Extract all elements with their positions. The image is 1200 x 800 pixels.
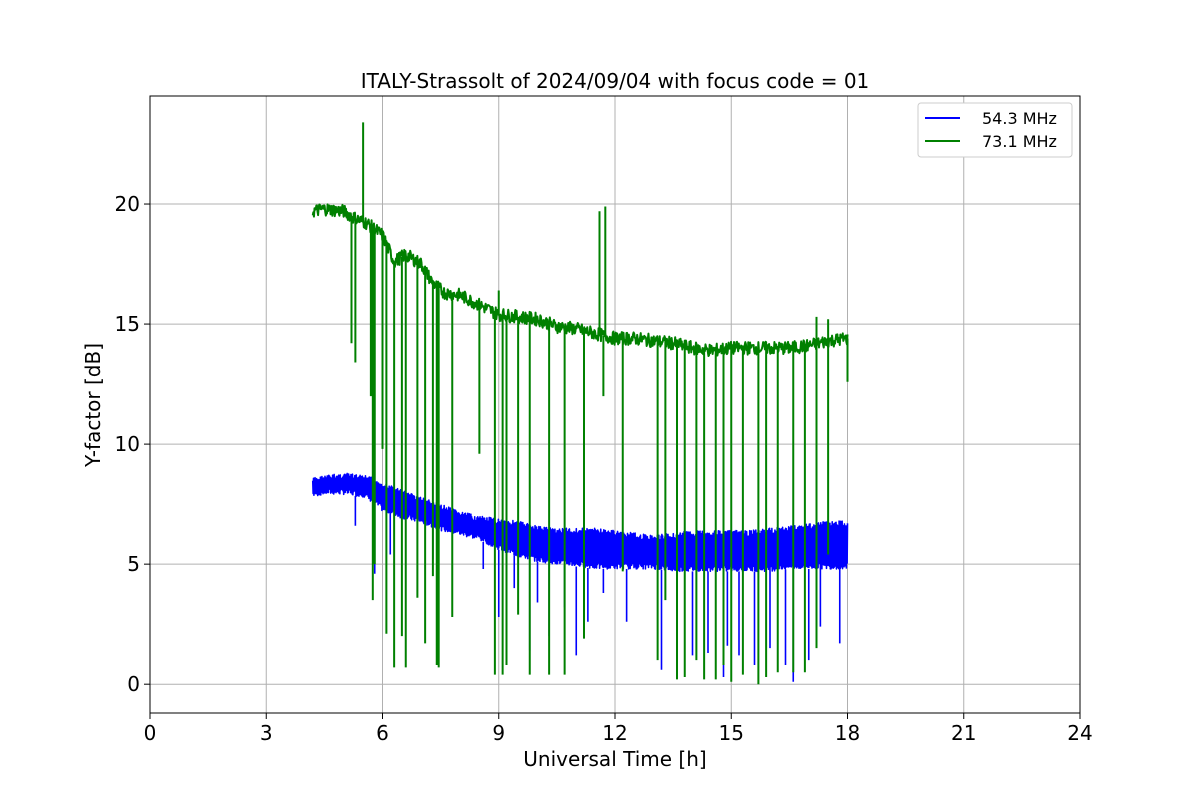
legend: 54.3 MHz 73.1 MHz: [917, 102, 1073, 158]
legend-label-73-mhz: 73.1 MHz: [982, 132, 1057, 151]
y-tick-label: 20: [115, 192, 140, 216]
y-axis: 0 5 10 15 20: [115, 192, 150, 696]
legend-box: [917, 102, 1073, 158]
x-tick-label: 24: [1067, 721, 1092, 745]
x-tick-label: 0: [144, 721, 157, 745]
x-tick-label: 3: [260, 721, 273, 745]
series-73-mhz-line: [311, 122, 849, 685]
x-axis: 0 3 6 9 12 15 18 21 24: [144, 713, 1093, 745]
chart-title: ITALY-Strassolt of 2024/09/04 with focus…: [361, 69, 870, 93]
x-tick-label: 18: [835, 721, 860, 745]
y-tick-label: 10: [115, 432, 140, 456]
x-axis-label: Universal Time [h]: [523, 747, 706, 771]
x-tick-label: 9: [492, 721, 505, 745]
x-tick-label: 15: [719, 721, 744, 745]
legend-label-54-mhz: 54.3 MHz: [982, 109, 1057, 128]
y-axis-label: Y-factor [dB]: [81, 343, 105, 468]
plot-area: [311, 122, 849, 685]
y-tick-label: 5: [127, 552, 140, 576]
x-tick-label: 21: [951, 721, 976, 745]
x-tick-label: 6: [376, 721, 389, 745]
x-tick-label: 12: [602, 721, 627, 745]
y-tick-label: 15: [115, 312, 140, 336]
y-tick-label: 0: [127, 672, 140, 696]
